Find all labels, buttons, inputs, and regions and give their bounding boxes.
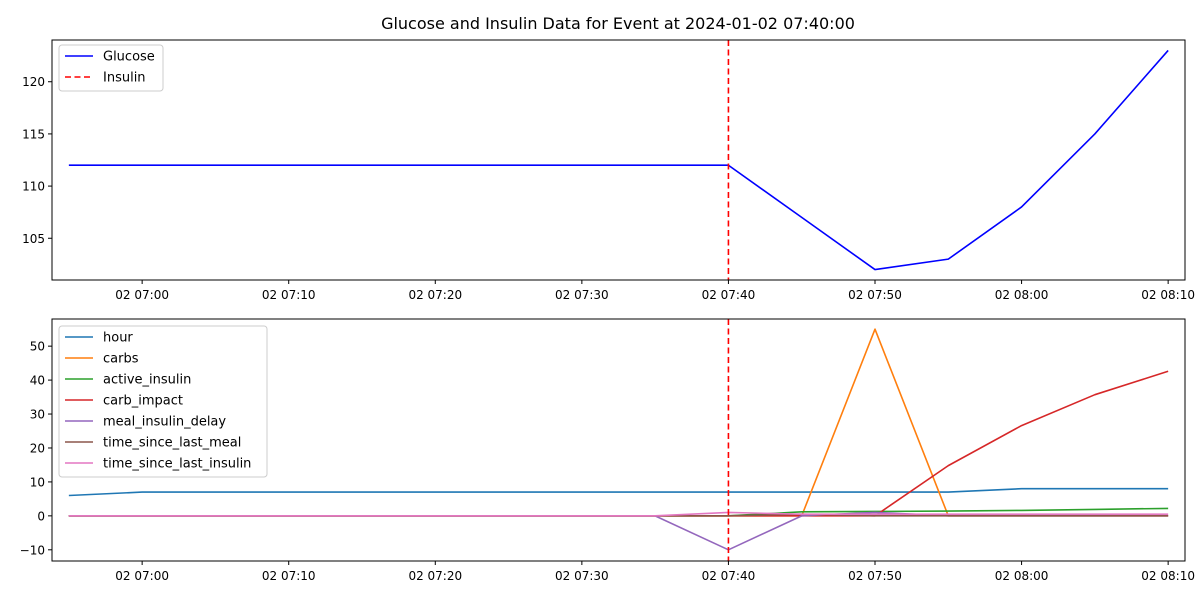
y-tick-label: 0 bbox=[37, 509, 45, 523]
y-tick-label: −10 bbox=[20, 543, 45, 557]
y-tick-label: 115 bbox=[22, 127, 45, 141]
series-line-Glucose bbox=[68, 49, 1169, 271]
legend-label: Insulin bbox=[103, 71, 146, 86]
series-line-hour bbox=[68, 487, 1169, 497]
x-tick-label: 02 07:20 bbox=[408, 569, 462, 583]
x-tick-label: 02 08:00 bbox=[995, 288, 1049, 302]
features-panel: 02 07:00 02 07:10 02 07:20 02 07:30 02 07:40… bbox=[20, 318, 1195, 583]
x-tick-label: 02 07:00 bbox=[115, 569, 169, 583]
series-line-time-since-last-insulin bbox=[68, 511, 1169, 517]
x-tick-label: 02 08:10 bbox=[1141, 569, 1195, 583]
y-tick-label: 10 bbox=[30, 475, 45, 489]
x-tick-label: 02 07:10 bbox=[262, 569, 316, 583]
x-tick-label: 02 07:50 bbox=[848, 288, 902, 302]
x-tick-label: 02 08:00 bbox=[995, 569, 1049, 583]
legend-label: carbs bbox=[103, 352, 139, 367]
y-tick-label: 120 bbox=[22, 75, 45, 89]
legend-label: time_since_last_meal bbox=[103, 436, 241, 451]
legend-label: Glucose bbox=[103, 50, 155, 65]
axes-frame bbox=[51, 318, 1186, 562]
axes-frame bbox=[51, 39, 1186, 281]
legend-label: time_since_last_insulin bbox=[103, 457, 251, 472]
x-tick-label: 02 07:20 bbox=[408, 288, 462, 302]
y-tick-label: 110 bbox=[22, 180, 45, 194]
y-tick-label: 20 bbox=[30, 441, 45, 455]
x-tick-label: 02 07:30 bbox=[555, 288, 609, 302]
x-tick-label: 02 07:40 bbox=[702, 288, 756, 302]
legend: Glucose Insulin bbox=[58, 44, 164, 92]
legend: hour carbs active_insulin carb_impact meal_i… bbox=[58, 325, 268, 478]
y-tick-label: 50 bbox=[30, 340, 45, 354]
legend-label: hour bbox=[103, 331, 133, 346]
legend-label: carb_impact bbox=[103, 394, 183, 409]
y-tick-label: 30 bbox=[30, 408, 45, 422]
x-tick-label: 02 07:10 bbox=[262, 288, 316, 302]
y-tick-label: 105 bbox=[22, 232, 45, 246]
x-tick-label: 02 07:50 bbox=[848, 569, 902, 583]
x-tick-label: 02 07:00 bbox=[115, 288, 169, 302]
chart-title: Glucose and Insulin Data for Event at 20… bbox=[381, 14, 855, 33]
y-tick-label: 40 bbox=[30, 374, 45, 388]
x-tick-label: 02 08:10 bbox=[1141, 288, 1195, 302]
legend-label: active_insulin bbox=[103, 373, 191, 388]
x-tick-label: 02 07:30 bbox=[555, 569, 609, 583]
legend-label: meal_insulin_delay bbox=[103, 415, 226, 430]
glucose-panel: 02 07:00 02 07:10 02 07:20 02 07:30 02 07:40… bbox=[22, 39, 1195, 302]
legend-box bbox=[58, 325, 268, 478]
x-tick-label: 02 07:40 bbox=[702, 569, 756, 583]
